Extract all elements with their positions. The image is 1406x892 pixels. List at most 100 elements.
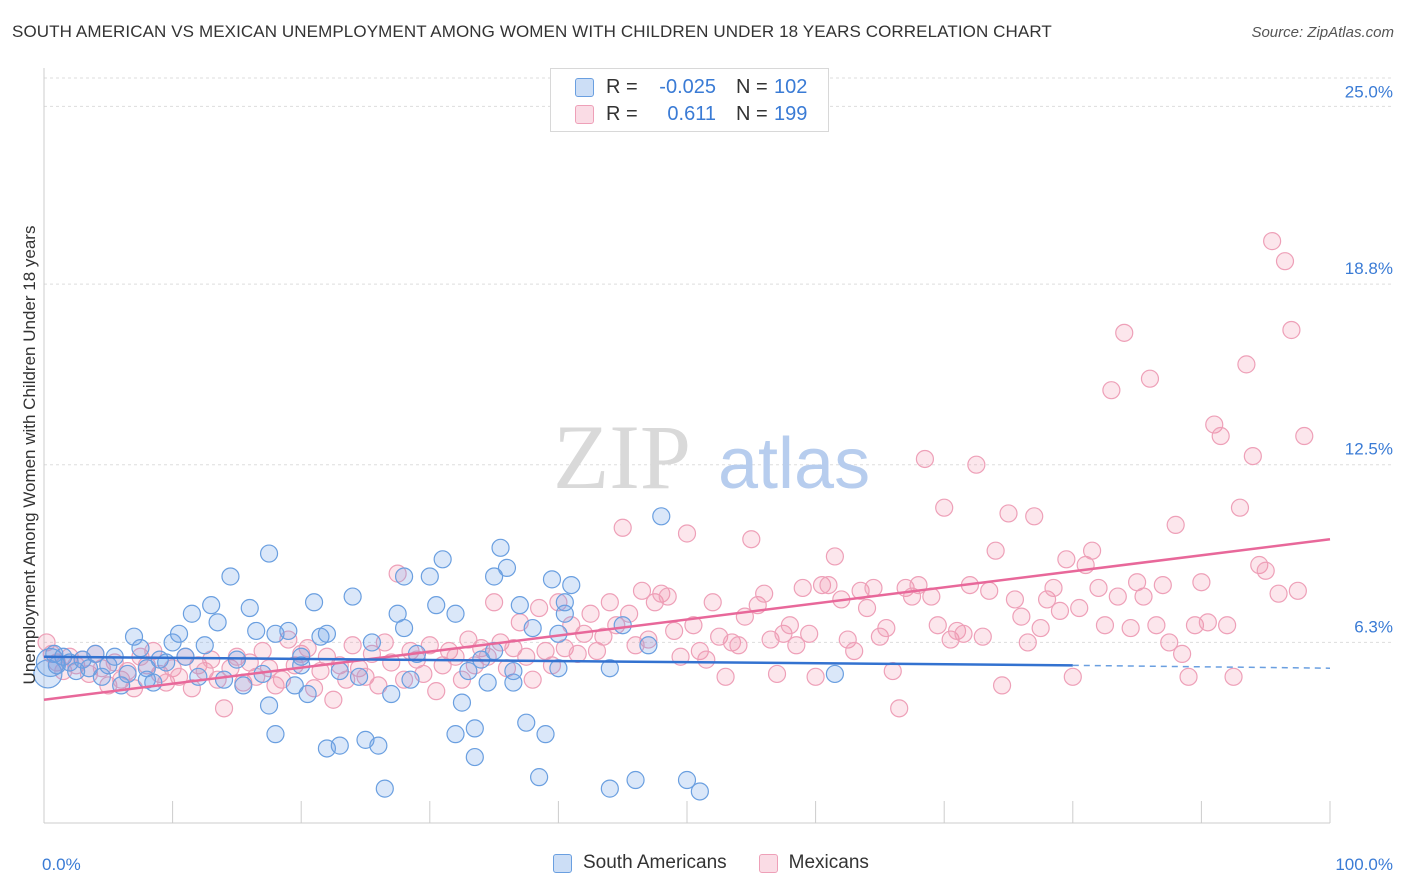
- mexicans-point: [375, 633, 394, 652]
- mexicans-point: [1115, 323, 1134, 342]
- mexicans-point: [1025, 507, 1044, 526]
- south-americans-point: [401, 670, 420, 689]
- mexicans-point: [1108, 587, 1127, 606]
- south-americans-point: [221, 567, 240, 586]
- mexicans-point: [1269, 584, 1288, 603]
- mexicans-point: [1070, 598, 1089, 618]
- south-americans-point: [298, 684, 317, 704]
- south-americans-point: [600, 659, 619, 678]
- south-americans-point: [452, 693, 472, 712]
- mexicans-point: [806, 667, 825, 686]
- mexicans-point: [1211, 426, 1230, 446]
- south-americans-point: [465, 747, 484, 767]
- mexicans-point: [780, 616, 799, 635]
- south-americans-point: [330, 661, 349, 681]
- mexicans-point: [1263, 232, 1282, 251]
- mexicans-point: [182, 679, 201, 698]
- mexicans-point: [1044, 578, 1063, 598]
- mexicans-point: [716, 667, 735, 686]
- south-americans-point: [530, 768, 549, 787]
- mexicans-point: [1121, 618, 1140, 638]
- south-americans-point: [549, 659, 568, 678]
- mexicans-point: [1057, 550, 1076, 569]
- south-americans-point: [259, 696, 279, 715]
- south-americans-trendline: [43, 655, 1073, 667]
- south-americans-swatch: [575, 77, 594, 97]
- south-americans-point: [285, 676, 304, 695]
- mexicans-point: [613, 518, 632, 537]
- mexicans-point: [1089, 578, 1108, 598]
- y-axis-label: Unemployment Among Women with Children U…: [20, 225, 39, 685]
- mexicans-point: [1005, 590, 1025, 609]
- mexicans-point: [684, 616, 703, 635]
- legend-row-mexicans: R = 0.611 N = 199: [551, 101, 807, 127]
- mexicans-point: [1082, 541, 1102, 560]
- south-americans-point: [497, 558, 517, 577]
- mexicans-point: [838, 630, 857, 649]
- south-americans-point: [362, 633, 382, 652]
- mexicans-point: [928, 616, 947, 635]
- south-americans-point: [690, 782, 709, 801]
- correlation-legend: R = -0.025 N = 102 R = 0.611 N = 199: [550, 68, 829, 132]
- south-americans-point: [131, 639, 150, 658]
- legend-n-label: N =: [736, 102, 768, 125]
- south-americans-point: [349, 667, 369, 686]
- south-americans-point: [266, 725, 285, 744]
- mexicans-point: [1237, 355, 1256, 374]
- mexicans-point: [1031, 618, 1050, 638]
- mexicans-point: [890, 699, 909, 718]
- south-americans-point: [825, 664, 844, 684]
- south-americans-point: [292, 647, 311, 666]
- mexicans-point: [504, 639, 523, 658]
- mexicans-point: [1153, 575, 1172, 595]
- mexicans-point: [1095, 616, 1115, 635]
- mexicans-point: [703, 593, 722, 612]
- legend-r-value: 0.611: [667, 102, 716, 125]
- mexicans-point: [1166, 515, 1185, 534]
- mexicans-point: [1224, 667, 1243, 686]
- mexicans-point: [1012, 607, 1031, 626]
- mexicans-point: [967, 455, 986, 474]
- south-americans-point: [504, 661, 523, 681]
- mexicans-point: [825, 547, 844, 566]
- mexicans-point: [793, 578, 812, 598]
- mexicans-point: [568, 644, 587, 663]
- south-americans-point: [382, 684, 401, 704]
- mexicans-point: [787, 636, 806, 655]
- south-americans-point: [189, 667, 208, 686]
- mexicans-point: [1243, 446, 1262, 466]
- mexicans-point: [1140, 369, 1160, 388]
- mexicans-point: [382, 653, 401, 672]
- mexicans-point: [1205, 415, 1224, 434]
- legend-item-mexicans: Mexicans: [758, 852, 869, 874]
- mexicans-point: [999, 504, 1018, 523]
- mexicans-point: [992, 676, 1012, 695]
- south-americans-point: [375, 779, 394, 798]
- mexicans-point: [665, 621, 684, 641]
- mexicans-point: [973, 627, 992, 646]
- y-tick-label: 12.5%: [1345, 440, 1393, 459]
- mexicans-point: [986, 541, 1005, 560]
- mexicans-point: [800, 624, 819, 643]
- south-americans-point: [446, 725, 465, 744]
- south-americans-point: [182, 604, 201, 623]
- mexicans-point: [954, 624, 973, 643]
- mexicans-point: [420, 636, 439, 655]
- south-americans-point: [517, 713, 536, 732]
- south-americans-point: [124, 627, 144, 646]
- mexicans-point: [1198, 613, 1217, 632]
- x-tick-label: 100.0%: [1335, 855, 1393, 874]
- mexicans-point: [485, 593, 504, 612]
- south-americans-point: [433, 550, 452, 569]
- mexicans-point: [549, 593, 568, 612]
- mexicans-point: [517, 647, 536, 666]
- mexicans-point: [877, 618, 896, 638]
- south-americans-point: [478, 673, 497, 692]
- south-americans-point: [427, 596, 446, 615]
- axes: [43, 68, 1331, 824]
- south-americans-legend-label: South Americans: [583, 852, 727, 873]
- south-americans-point: [491, 538, 510, 557]
- mexicans-point: [755, 584, 774, 603]
- mexicans-point: [1063, 667, 1082, 686]
- mexicans-point: [935, 498, 954, 517]
